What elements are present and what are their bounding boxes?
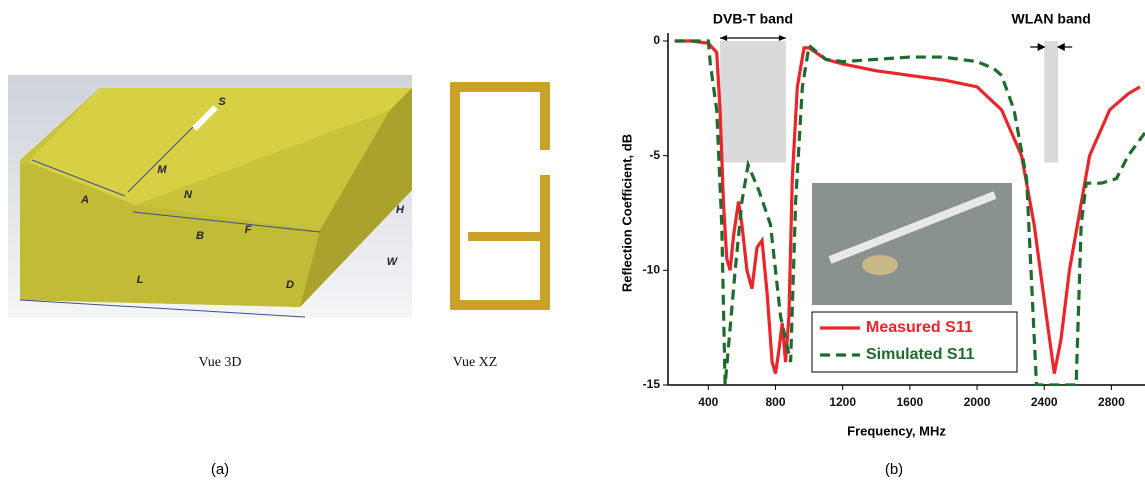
y-tick-label: -5: [649, 148, 660, 162]
band: [720, 41, 786, 163]
dimension-label: M: [157, 164, 167, 176]
xz-view: [450, 82, 550, 310]
dimension-line: [31, 159, 126, 197]
inset-photo-coin: [862, 255, 898, 275]
dimension-label: S: [218, 96, 226, 108]
x-tick-label: 400: [698, 395, 718, 409]
x-tick-label: 800: [765, 395, 785, 409]
x-axis-label: Frequency, MHz: [847, 423, 946, 438]
inset-photo-antenna: [828, 191, 997, 264]
x-tick-label: 2000: [964, 395, 991, 409]
legend-label: Simulated S11: [866, 346, 975, 363]
arrow-head: [720, 35, 786, 41]
dimension-label: W: [387, 256, 399, 268]
x-tick-label: 1200: [829, 395, 856, 409]
series-line: [674, 39, 1145, 386]
caption: Vue XZ: [453, 355, 498, 370]
panel-a: Vue 3D Vue XZ (a): [8, 75, 550, 478]
panel-label: (b): [885, 461, 903, 478]
x-tick-label: 2400: [1031, 395, 1058, 409]
ground-plate: [20, 162, 320, 307]
panel-label: (a): [211, 461, 229, 478]
band-arrow: [1030, 43, 1073, 51]
dimension-label: A: [80, 194, 89, 206]
dimension-label: B: [196, 230, 204, 242]
x-tick-label: 2800: [1098, 395, 1125, 409]
plot: [674, 39, 1145, 386]
side-face: [300, 88, 412, 307]
series-line: [674, 39, 1141, 374]
dimension-label: H: [396, 204, 405, 216]
band-label: DVB-T band: [713, 11, 793, 27]
band: [1044, 41, 1059, 163]
dimension-line: [19, 299, 306, 318]
slot: [192, 105, 218, 131]
dimension-label: D: [286, 279, 294, 291]
dimension-label: N: [184, 189, 193, 201]
y-axis-label: Reflection Coefficient, dB: [619, 134, 634, 292]
dimension-line: [132, 211, 321, 233]
x-tick-label: 1600: [897, 395, 924, 409]
band-label: WLAN band: [1012, 11, 1091, 27]
top-plate: [28, 88, 412, 205]
legend-label: Measured S11: [866, 319, 973, 336]
y-tick-label: 0: [653, 33, 660, 47]
dimension-label: L: [137, 274, 144, 286]
y-tick-label: -15: [643, 377, 661, 391]
xz-view-arm: [468, 232, 540, 241]
legend-box: [811, 311, 1018, 373]
dimension-label: F: [245, 224, 252, 236]
caption: Vue 3D: [198, 355, 241, 370]
y-tick-label: -10: [643, 263, 661, 277]
